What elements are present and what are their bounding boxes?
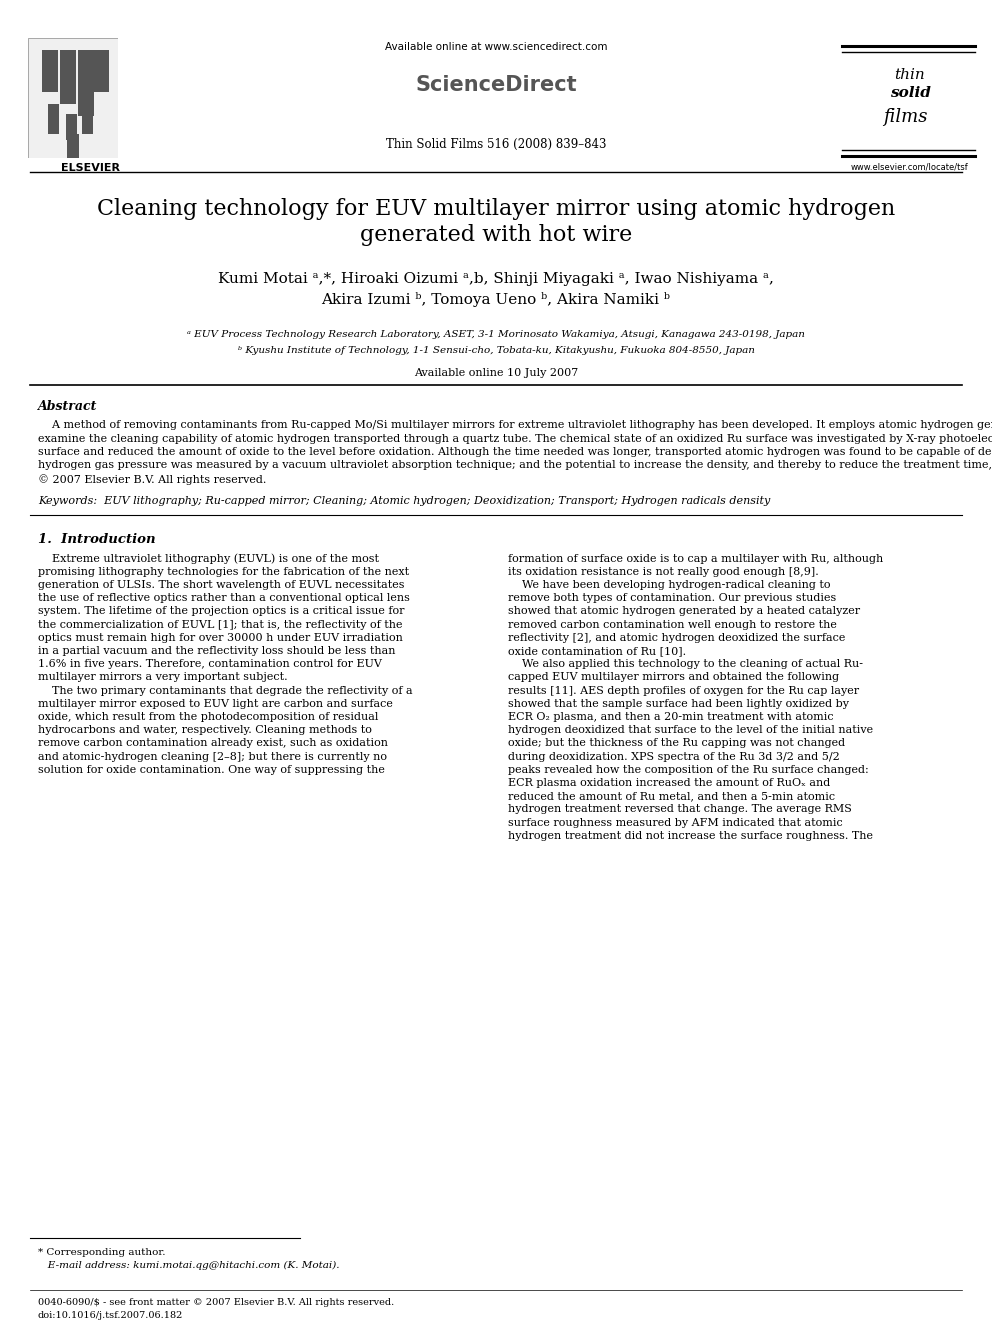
- Text: Available online at www.sciencedirect.com: Available online at www.sciencedirect.co…: [385, 42, 607, 52]
- Text: remove carbon contamination already exist, such as oxidation: remove carbon contamination already exis…: [38, 738, 388, 749]
- Text: doi:10.1016/j.tsf.2007.06.182: doi:10.1016/j.tsf.2007.06.182: [38, 1311, 184, 1320]
- Text: its oxidation resistance is not really good enough [8,9].: its oxidation resistance is not really g…: [508, 566, 818, 577]
- Text: examine the cleaning capability of atomic hydrogen transported through a quartz : examine the cleaning capability of atomi…: [38, 434, 992, 443]
- Text: A method of removing contaminants from Ru-capped Mo/Si multilayer mirrors for ex: A method of removing contaminants from R…: [38, 419, 992, 430]
- Bar: [93, 50, 109, 93]
- Text: oxide; but the thickness of the Ru capping was not changed: oxide; but the thickness of the Ru cappi…: [508, 738, 845, 749]
- Text: surface and reduced the amount of oxide to the level before oxidation. Although : surface and reduced the amount of oxide …: [38, 447, 992, 456]
- Bar: [65, 114, 76, 140]
- Bar: [66, 134, 79, 157]
- Bar: [42, 50, 58, 93]
- Text: in a partial vacuum and the reflectivity loss should be less than: in a partial vacuum and the reflectivity…: [38, 646, 396, 656]
- Text: 1.6% in five years. Therefore, contamination control for EUV: 1.6% in five years. Therefore, contamina…: [38, 659, 382, 669]
- Text: ScienceDirect: ScienceDirect: [416, 75, 576, 95]
- Text: reduced the amount of Ru metal, and then a 5-min atomic: reduced the amount of Ru metal, and then…: [508, 791, 835, 802]
- Text: and atomic-hydrogen cleaning [2–8]; but there is currently no: and atomic-hydrogen cleaning [2–8]; but …: [38, 751, 387, 762]
- Bar: [77, 50, 93, 116]
- Text: ᵃ EUV Process Technology Research Laboratory, ASET, 3-1 Morinosato Wakamiya, Ats: ᵃ EUV Process Technology Research Labora…: [187, 329, 805, 339]
- Text: showed that the sample surface had been lightly oxidized by: showed that the sample surface had been …: [508, 699, 849, 709]
- Text: during deoxidization. XPS spectra of the Ru 3d 3/2 and 5/2: during deoxidization. XPS spectra of the…: [508, 751, 840, 762]
- Text: Kumi Motai ᵃ,*, Hiroaki Oizumi ᵃ,b, Shinji Miyagaki ᵃ, Iwao Nishiyama ᵃ,: Kumi Motai ᵃ,*, Hiroaki Oizumi ᵃ,b, Shin…: [218, 273, 774, 286]
- Text: thin: thin: [895, 67, 926, 82]
- Text: generation of ULSIs. The short wavelength of EUVL necessitates: generation of ULSIs. The short wavelengt…: [38, 579, 405, 590]
- Bar: [82, 105, 93, 134]
- Text: hydrogen treatment did not increase the surface roughness. The: hydrogen treatment did not increase the …: [508, 831, 873, 840]
- Text: We also applied this technology to the cleaning of actual Ru-: We also applied this technology to the c…: [508, 659, 863, 669]
- Text: 1.  Introduction: 1. Introduction: [38, 533, 156, 546]
- FancyBboxPatch shape: [28, 38, 118, 157]
- Text: ECR O₂ plasma, and then a 20-min treatment with atomic: ECR O₂ plasma, and then a 20-min treatme…: [508, 712, 833, 722]
- Text: capped EUV multilayer mirrors and obtained the following: capped EUV multilayer mirrors and obtain…: [508, 672, 839, 683]
- Text: multilayer mirrors a very important subject.: multilayer mirrors a very important subj…: [38, 672, 288, 683]
- Text: 0040-6090/$ - see front matter © 2007 Elsevier B.V. All rights reserved.: 0040-6090/$ - see front matter © 2007 El…: [38, 1298, 394, 1307]
- Text: ECR plasma oxidation increased the amount of RuOₓ and: ECR plasma oxidation increased the amoun…: [508, 778, 830, 789]
- Text: solution for oxide contamination. One way of suppressing the: solution for oxide contamination. One wa…: [38, 765, 385, 775]
- Text: hydrogen treatment reversed that change. The average RMS: hydrogen treatment reversed that change.…: [508, 804, 852, 814]
- Text: Akira Izumi ᵇ, Tomoya Ueno ᵇ, Akira Namiki ᵇ: Akira Izumi ᵇ, Tomoya Ueno ᵇ, Akira Nami…: [321, 292, 671, 307]
- Text: remove both types of contamination. Our previous studies: remove both types of contamination. Our …: [508, 593, 836, 603]
- Text: reflectivity [2], and atomic hydrogen deoxidized the surface: reflectivity [2], and atomic hydrogen de…: [508, 632, 845, 643]
- Text: generated with hot wire: generated with hot wire: [360, 224, 632, 246]
- Text: * Corresponding author.: * Corresponding author.: [38, 1248, 166, 1257]
- Text: We have been developing hydrogen-radical cleaning to: We have been developing hydrogen-radical…: [508, 579, 830, 590]
- Text: films: films: [883, 108, 928, 126]
- Text: promising lithography technologies for the fabrication of the next: promising lithography technologies for t…: [38, 566, 409, 577]
- Text: Thin Solid Films 516 (2008) 839–843: Thin Solid Films 516 (2008) 839–843: [386, 138, 606, 151]
- Text: removed carbon contamination well enough to restore the: removed carbon contamination well enough…: [508, 619, 837, 630]
- Text: formation of surface oxide is to cap a multilayer with Ru, although: formation of surface oxide is to cap a m…: [508, 553, 883, 564]
- Text: Cleaning technology for EUV multilayer mirror using atomic hydrogen: Cleaning technology for EUV multilayer m…: [97, 198, 895, 220]
- Text: showed that atomic hydrogen generated by a heated catalyzer: showed that atomic hydrogen generated by…: [508, 606, 860, 617]
- Text: Extreme ultraviolet lithography (EUVL) is one of the most: Extreme ultraviolet lithography (EUVL) i…: [38, 553, 379, 564]
- Bar: [60, 50, 75, 105]
- Text: the commercialization of EUVL [1]; that is, the reflectivity of the: the commercialization of EUVL [1]; that …: [38, 619, 403, 630]
- Text: system. The lifetime of the projection optics is a critical issue for: system. The lifetime of the projection o…: [38, 606, 405, 617]
- Bar: [48, 105, 59, 134]
- Text: © 2007 Elsevier B.V. All rights reserved.: © 2007 Elsevier B.V. All rights reserved…: [38, 474, 267, 484]
- Text: hydrocarbons and water, respectively. Cleaning methods to: hydrocarbons and water, respectively. Cl…: [38, 725, 372, 736]
- Text: hydrogen deoxidized that surface to the level of the initial native: hydrogen deoxidized that surface to the …: [508, 725, 873, 736]
- Text: surface roughness measured by AFM indicated that atomic: surface roughness measured by AFM indica…: [508, 818, 843, 827]
- Text: oxide contamination of Ru [10].: oxide contamination of Ru [10].: [508, 646, 686, 656]
- Text: peaks revealed how the composition of the Ru surface changed:: peaks revealed how the composition of th…: [508, 765, 869, 775]
- Text: results [11]. AES depth profiles of oxygen for the Ru cap layer: results [11]. AES depth profiles of oxyg…: [508, 685, 859, 696]
- Text: oxide, which result from the photodecomposition of residual: oxide, which result from the photodecomp…: [38, 712, 378, 722]
- Text: E-mail address: kumi.motai.qg@hitachi.com (K. Motai).: E-mail address: kumi.motai.qg@hitachi.co…: [38, 1261, 339, 1270]
- Text: www.elsevier.com/locate/tsf: www.elsevier.com/locate/tsf: [851, 161, 969, 171]
- Text: optics must remain high for over 30000 h under EUV irradiation: optics must remain high for over 30000 h…: [38, 632, 403, 643]
- Text: Available online 10 July 2007: Available online 10 July 2007: [414, 368, 578, 378]
- Text: the use of reflective optics rather than a conventional optical lens: the use of reflective optics rather than…: [38, 593, 410, 603]
- Text: solid: solid: [890, 86, 930, 101]
- Text: ᵇ Kyushu Institute of Technology, 1-1 Sensui-cho, Tobata-ku, Kitakyushu, Fukuoka: ᵇ Kyushu Institute of Technology, 1-1 Se…: [237, 347, 755, 355]
- Text: hydrogen gas pressure was measured by a vacuum ultraviolet absorption technique;: hydrogen gas pressure was measured by a …: [38, 460, 992, 471]
- Text: Abstract: Abstract: [38, 400, 97, 413]
- Text: Keywords:  EUV lithography; Ru-capped mirror; Cleaning; Atomic hydrogen; Deoxidi: Keywords: EUV lithography; Ru-capped mir…: [38, 496, 770, 505]
- Text: multilayer mirror exposed to EUV light are carbon and surface: multilayer mirror exposed to EUV light a…: [38, 699, 393, 709]
- Text: ELSEVIER: ELSEVIER: [61, 163, 119, 173]
- Text: The two primary contaminants that degrade the reflectivity of a: The two primary contaminants that degrad…: [38, 685, 413, 696]
